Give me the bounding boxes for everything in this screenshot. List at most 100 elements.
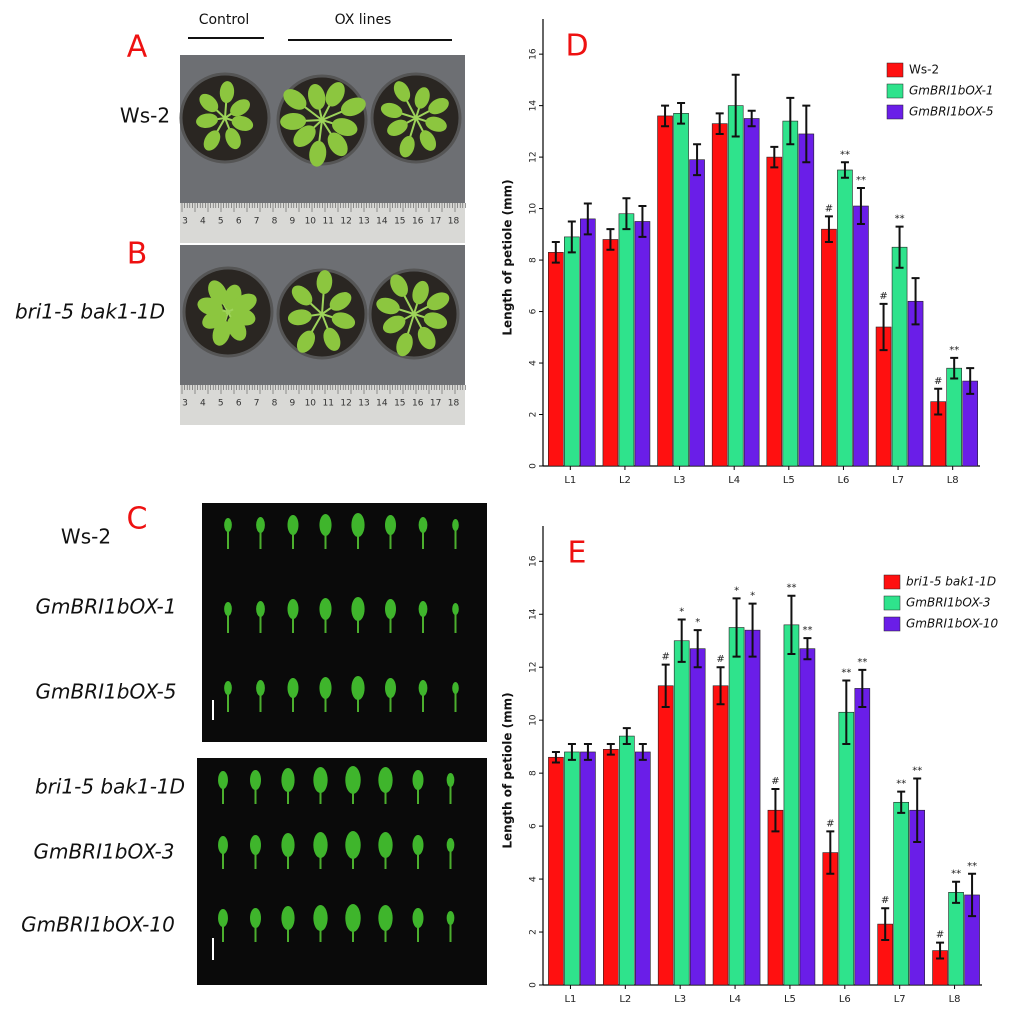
error-bar bbox=[913, 777, 922, 843]
significance-mark: ** bbox=[802, 625, 812, 636]
y-tick-label: 4 bbox=[529, 876, 539, 882]
leaf bbox=[378, 905, 393, 931]
bar bbox=[634, 221, 651, 467]
ruler-label: 13 bbox=[358, 399, 369, 409]
error-bar bbox=[567, 220, 576, 254]
legend-swatch bbox=[883, 616, 901, 632]
error-bar bbox=[606, 228, 615, 251]
bar bbox=[744, 629, 761, 986]
panel-letter: B bbox=[127, 237, 148, 272]
significance-mark: ** bbox=[951, 869, 961, 880]
x-tick-label: L4 bbox=[728, 475, 740, 486]
error-bar bbox=[826, 830, 835, 875]
leaf bbox=[293, 125, 316, 147]
leaf bbox=[224, 518, 232, 532]
significance-mark: # bbox=[934, 376, 942, 387]
error-bar bbox=[911, 277, 920, 326]
leaf bbox=[426, 292, 450, 311]
bar bbox=[580, 751, 596, 986]
leaf bbox=[345, 831, 361, 859]
error-bar bbox=[693, 629, 702, 669]
ruler-label: 14 bbox=[376, 399, 388, 409]
ruler-label: 18 bbox=[448, 399, 460, 409]
row-label: bri1-5 bak1-1D bbox=[35, 775, 185, 799]
y-tick-label: 16 bbox=[529, 555, 539, 567]
bar bbox=[893, 801, 909, 986]
significance-mark: * bbox=[734, 585, 739, 596]
ruler-label: 5 bbox=[218, 399, 224, 409]
y-tick-label: 14 bbox=[529, 608, 539, 620]
error-bar bbox=[952, 880, 961, 904]
ruler-label: 8 bbox=[272, 399, 278, 409]
leaf bbox=[351, 676, 365, 700]
x-tick-label: L5 bbox=[784, 994, 796, 1005]
leaf bbox=[329, 292, 352, 311]
panel-letter: E bbox=[568, 536, 587, 571]
leaf bbox=[225, 128, 241, 150]
bar bbox=[635, 751, 651, 986]
ruler-label: 11 bbox=[322, 399, 333, 409]
y-axis-label: Length of petiole (mm) bbox=[501, 179, 515, 335]
leaf bbox=[218, 771, 228, 789]
error-bar bbox=[950, 356, 959, 380]
significance-mark: ** bbox=[786, 583, 796, 594]
leaf bbox=[425, 116, 447, 132]
bar bbox=[946, 367, 962, 467]
x-tick-label: L7 bbox=[894, 994, 906, 1005]
leaf bbox=[287, 678, 299, 698]
leaf bbox=[256, 517, 265, 533]
error-bar bbox=[551, 750, 560, 764]
legend-label: GmBRI1bOX-5 bbox=[909, 105, 994, 119]
ruler-label: 16 bbox=[412, 217, 424, 227]
bar bbox=[821, 228, 837, 467]
leaf bbox=[419, 130, 437, 151]
leaf bbox=[351, 597, 365, 621]
leaf bbox=[319, 598, 332, 620]
leaf bbox=[418, 517, 428, 533]
leaf bbox=[387, 119, 408, 136]
y-tick-label: 12 bbox=[529, 661, 539, 672]
bar bbox=[838, 711, 855, 986]
ruler-label: 4 bbox=[200, 399, 206, 409]
error-bar bbox=[802, 104, 811, 164]
bar bbox=[907, 300, 924, 467]
leaf bbox=[287, 309, 312, 326]
bar bbox=[727, 105, 744, 467]
ruler-label: 12 bbox=[340, 217, 351, 227]
header-control: Control bbox=[199, 12, 250, 28]
leaf bbox=[287, 599, 299, 619]
leaf bbox=[250, 770, 261, 790]
panel-letter: A bbox=[127, 30, 148, 65]
leaf bbox=[280, 112, 307, 130]
ruler-label: 6 bbox=[236, 399, 242, 409]
leaf bbox=[319, 677, 332, 699]
bar bbox=[798, 133, 815, 467]
leaf bbox=[250, 835, 261, 855]
row-label: GmBRI1bOX-1 bbox=[36, 595, 177, 619]
ruler-label: 14 bbox=[376, 217, 388, 227]
bar bbox=[728, 627, 745, 986]
significance-mark: ** bbox=[949, 345, 959, 356]
y-tick-label: 8 bbox=[529, 257, 539, 263]
leaf bbox=[224, 602, 232, 616]
leaf bbox=[412, 280, 429, 305]
row-label: GmBRI1bOX-10 bbox=[21, 913, 175, 937]
leaf bbox=[418, 601, 428, 617]
significance-mark: # bbox=[825, 203, 833, 214]
leaf bbox=[452, 603, 459, 615]
leaf bbox=[345, 766, 361, 794]
leaf bbox=[393, 81, 411, 102]
bar bbox=[711, 123, 728, 467]
error-bar bbox=[583, 743, 592, 761]
bar bbox=[853, 205, 869, 467]
leaf bbox=[414, 87, 430, 109]
error-bar bbox=[677, 618, 686, 663]
x-tick-label: L1 bbox=[564, 994, 576, 1005]
x-tick-label: L8 bbox=[947, 475, 959, 486]
error-bar bbox=[622, 197, 631, 231]
bar bbox=[602, 239, 619, 467]
error-bar bbox=[897, 790, 906, 814]
leaf bbox=[385, 599, 396, 619]
bar bbox=[767, 809, 784, 986]
error-bar bbox=[661, 663, 670, 708]
